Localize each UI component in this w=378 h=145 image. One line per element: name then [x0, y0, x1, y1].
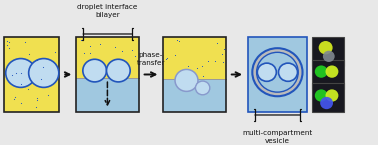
- Bar: [312, 60, 344, 89]
- Circle shape: [319, 41, 333, 54]
- Circle shape: [107, 59, 130, 82]
- Circle shape: [320, 97, 333, 109]
- Text: phase-
transfer: phase- transfer: [137, 52, 165, 66]
- Bar: [163, 37, 226, 79]
- Bar: [3, 37, 59, 112]
- Circle shape: [323, 51, 335, 62]
- Text: droplet interface
bilayer: droplet interface bilayer: [77, 4, 138, 18]
- Bar: [76, 78, 139, 112]
- Circle shape: [175, 69, 198, 91]
- Circle shape: [325, 89, 338, 102]
- Circle shape: [315, 65, 328, 78]
- Bar: [248, 37, 307, 112]
- Circle shape: [325, 65, 338, 78]
- Bar: [163, 79, 226, 112]
- Circle shape: [257, 52, 298, 92]
- Circle shape: [29, 59, 59, 87]
- Bar: [76, 37, 139, 112]
- Circle shape: [83, 59, 107, 82]
- Bar: [312, 37, 344, 66]
- Circle shape: [315, 89, 328, 102]
- Bar: [312, 83, 344, 112]
- Bar: [76, 37, 139, 78]
- Circle shape: [195, 81, 210, 95]
- Circle shape: [279, 63, 297, 81]
- Text: multi-compartment
vesicle: multi-compartment vesicle: [242, 130, 313, 144]
- Bar: [163, 37, 226, 112]
- Circle shape: [252, 48, 302, 96]
- Circle shape: [6, 59, 36, 87]
- Circle shape: [257, 63, 276, 81]
